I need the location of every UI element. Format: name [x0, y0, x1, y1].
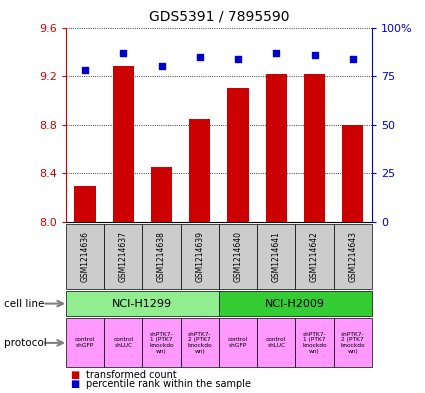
Bar — [295, 318, 334, 367]
Bar — [266, 74, 287, 222]
Bar — [219, 291, 372, 316]
Point — [158, 63, 165, 70]
Bar — [104, 318, 142, 367]
Bar — [295, 224, 334, 289]
Text: GSM1214641: GSM1214641 — [272, 231, 281, 282]
Bar — [257, 224, 295, 289]
Bar — [142, 318, 181, 367]
Text: percentile rank within the sample: percentile rank within the sample — [86, 379, 251, 389]
Text: ■: ■ — [70, 379, 79, 389]
Text: control
shGFP: control shGFP — [228, 338, 248, 348]
Bar — [151, 167, 172, 222]
Bar — [342, 125, 363, 222]
Point — [273, 50, 280, 56]
Text: GSM1214643: GSM1214643 — [348, 231, 357, 282]
Text: GSM1214637: GSM1214637 — [119, 231, 128, 282]
Point — [196, 53, 203, 60]
Text: shPTK7-
1 (PTK7
knockdo
wn): shPTK7- 1 (PTK7 knockdo wn) — [149, 332, 174, 354]
Text: ■: ■ — [70, 371, 79, 380]
Bar — [219, 318, 257, 367]
Text: shPTK7-
1 (PTK7
knockdo
wn): shPTK7- 1 (PTK7 knockdo wn) — [302, 332, 327, 354]
Bar — [334, 224, 372, 289]
Text: GSM1214636: GSM1214636 — [80, 231, 90, 282]
Bar — [66, 291, 219, 316]
Text: shPTK7-
2 (PTK7
knockdo
wn): shPTK7- 2 (PTK7 knockdo wn) — [187, 332, 212, 354]
Text: NCI-H2009: NCI-H2009 — [265, 299, 326, 309]
Text: transformed count: transformed count — [86, 371, 177, 380]
Text: GSM1214642: GSM1214642 — [310, 231, 319, 282]
Text: control
shGFP: control shGFP — [75, 338, 95, 348]
Text: GSM1214638: GSM1214638 — [157, 231, 166, 282]
Bar — [104, 224, 142, 289]
Bar — [334, 318, 372, 367]
Text: shPTK7-
2 (PTK7
knockdo
wn): shPTK7- 2 (PTK7 knockdo wn) — [340, 332, 365, 354]
Point — [120, 50, 127, 56]
Text: control
shLUC: control shLUC — [266, 338, 286, 348]
Bar — [181, 224, 219, 289]
Bar — [113, 66, 134, 222]
Bar — [181, 318, 219, 367]
Text: protocol: protocol — [4, 338, 47, 348]
Bar — [74, 185, 96, 222]
Text: NCI-H1299: NCI-H1299 — [112, 299, 173, 309]
Bar — [189, 119, 210, 222]
Text: GSM1214639: GSM1214639 — [195, 231, 204, 282]
Bar — [142, 224, 181, 289]
Point — [235, 55, 241, 62]
Point — [349, 55, 356, 62]
Bar — [219, 224, 257, 289]
Text: control
shLUC: control shLUC — [113, 338, 133, 348]
Bar — [66, 224, 104, 289]
Title: GDS5391 / 7895590: GDS5391 / 7895590 — [149, 9, 289, 24]
Bar — [257, 318, 295, 367]
Point — [311, 51, 318, 58]
Point — [82, 67, 88, 73]
Bar — [304, 74, 325, 222]
Text: cell line: cell line — [4, 299, 45, 309]
Bar — [227, 88, 249, 222]
Bar — [66, 318, 104, 367]
Text: GSM1214640: GSM1214640 — [233, 231, 243, 282]
